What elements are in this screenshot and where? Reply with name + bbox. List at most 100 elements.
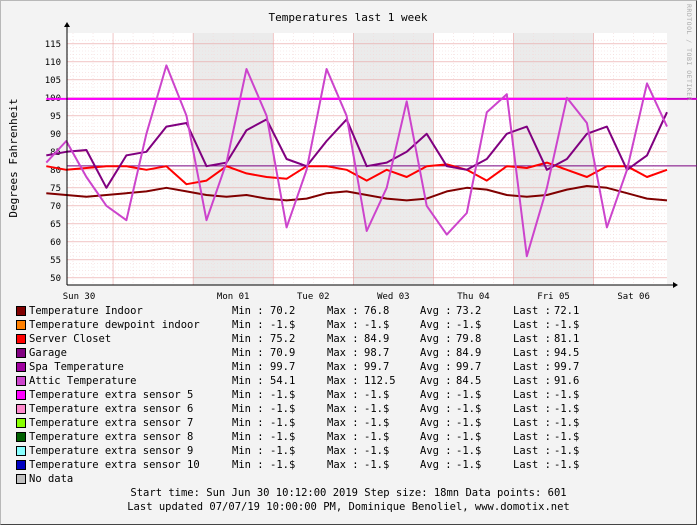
legend-max-label: Max : (327, 431, 359, 443)
legend-min-value: -1.$ (270, 417, 296, 429)
legend-avg-label: Avg : (420, 417, 452, 429)
y-tick-label: 115 (45, 40, 61, 50)
x-tick-label: Mon 01 (217, 292, 250, 300)
legend-min-label: Min : (232, 333, 264, 345)
x-tick-label: Fri 05 (537, 292, 570, 300)
legend-last-value: -1.$ (554, 403, 580, 415)
legend-last-label: Last : (513, 431, 551, 443)
x-tick-label: Thu 04 (457, 292, 490, 300)
y-axis-arrow (64, 22, 70, 27)
legend-avg-value: -1.$ (456, 403, 482, 415)
legend-series-name: Garage (29, 347, 67, 359)
y-tick-label: 75 (50, 184, 61, 194)
legend-last-value: -1.$ (554, 417, 580, 429)
series-line-garage (46, 111, 668, 189)
legend-avg-value: -1.$ (456, 389, 482, 401)
legend-last-value: -1.$ (554, 319, 580, 331)
y-tick-label: 55 (50, 256, 61, 266)
legend-last-value: 99.7 (554, 361, 580, 373)
legend-swatch (16, 390, 26, 400)
legend-avg-value: -1.$ (456, 459, 482, 471)
legend-avg-label: Avg : (420, 403, 452, 415)
legend-swatch (16, 404, 26, 414)
legend-avg-label: Avg : (420, 333, 452, 345)
y-tick-label: 60 (50, 238, 61, 248)
legend-series-name: Temperature extra sensor 9 (29, 445, 194, 457)
legend-min-label: Min : (232, 403, 264, 415)
legend-avg-label: Avg : (420, 319, 452, 331)
legend-min-value: 70.2 (270, 305, 296, 317)
legend-avg-value: 73.2 (456, 305, 482, 317)
x-tick-label: Sat 06 (617, 292, 650, 300)
legend-last-label: Last : (513, 305, 551, 317)
y-tick-label: 50 (50, 274, 61, 284)
legend-min-label: Min : (232, 389, 264, 401)
legend-swatch (16, 376, 26, 386)
legend-last-value: -1.$ (554, 389, 580, 401)
legend-last-label: Last : (513, 361, 551, 373)
legend-min-value: -1.$ (270, 445, 296, 457)
legend-last-value: -1.$ (554, 445, 580, 457)
legend-max-value: 76.8 (364, 305, 390, 317)
legend-last-value: 81.1 (554, 333, 580, 345)
legend-max-label: Max : (327, 319, 359, 331)
legend-swatch (16, 362, 26, 372)
legend-min-value: -1.$ (270, 319, 296, 331)
legend-last-value: -1.$ (554, 431, 580, 443)
legend-min-label: Min : (232, 361, 264, 373)
legend-swatch (16, 306, 26, 316)
legend-last-value: 94.5 (554, 347, 580, 359)
legend-avg-label: Avg : (420, 375, 452, 387)
rrdtool-credit: RRDTOOL / TOBI OETIKER (685, 4, 693, 102)
legend-series-name: Temperature Indoor (29, 305, 143, 317)
legend-last-label: Last : (513, 375, 551, 387)
legend-max-label: Max : (327, 333, 359, 345)
legend-series-name: Server Closet (29, 333, 112, 345)
x-tick-label: Sun 30 (63, 292, 96, 300)
axes (64, 22, 678, 288)
legend-avg-label: Avg : (420, 445, 452, 457)
x-axis-arrow (673, 282, 678, 288)
legend-max-value: 112.5 (364, 375, 396, 387)
legend-max-value: -1.$ (364, 389, 390, 401)
legend-min-label: Min : (232, 305, 264, 317)
legend-swatch (16, 348, 26, 358)
y-tick-label: 90 (50, 130, 61, 140)
legend-avg-value: 84.5 (456, 375, 482, 387)
x-tick-label: Wed 03 (377, 292, 410, 300)
legend-min-label: Min : (232, 319, 264, 331)
y-tick-label: 105 (45, 76, 61, 86)
temperature-chart: Temperatures last 1 week Degrees Fahrenh… (7, 11, 697, 300)
series-line-attic-temperature (45, 64, 668, 258)
legend-last-label: Last : (513, 417, 551, 429)
series-lines (45, 64, 668, 258)
legend-swatch (16, 460, 26, 470)
legend-max-value: -1.$ (364, 417, 390, 429)
legend-series-name: No data (29, 473, 74, 485)
y-tick-label: 110 (45, 58, 61, 68)
legend-max-value: -1.$ (364, 431, 390, 443)
legend-last-label: Last : (513, 389, 551, 401)
legend-series-name: Temperature extra sensor 6 (29, 403, 194, 415)
legend-series-name: Temperature extra sensor 5 (29, 389, 194, 401)
y-tick-label: 65 (50, 220, 61, 230)
legend-last-label: Last : (513, 319, 551, 331)
legend-max-value: -1.$ (364, 459, 390, 471)
legend-last-value: 72.1 (554, 305, 580, 317)
legend-avg-value: -1.$ (456, 431, 482, 443)
legend-avg-label: Avg : (420, 305, 452, 317)
legend-min-value: -1.$ (270, 459, 296, 471)
legend-max-value: 99.7 (364, 361, 390, 373)
legend-max-label: Max : (327, 305, 359, 317)
legend-min-label: Min : (232, 347, 264, 359)
x-tick-label: Tue 02 (297, 292, 330, 300)
legend-avg-value: -1.$ (456, 445, 482, 457)
legend-swatch (16, 432, 26, 442)
legend-max-label: Max : (327, 347, 359, 359)
legend-series-name: Temperature extra sensor 8 (29, 431, 194, 443)
legend-avg-value: 79.8 (456, 333, 482, 345)
legend-min-value: -1.$ (270, 431, 296, 443)
legend-max-label: Max : (327, 403, 359, 415)
legend-min-label: Min : (232, 445, 264, 457)
legend-min-value: 75.2 (270, 333, 296, 345)
